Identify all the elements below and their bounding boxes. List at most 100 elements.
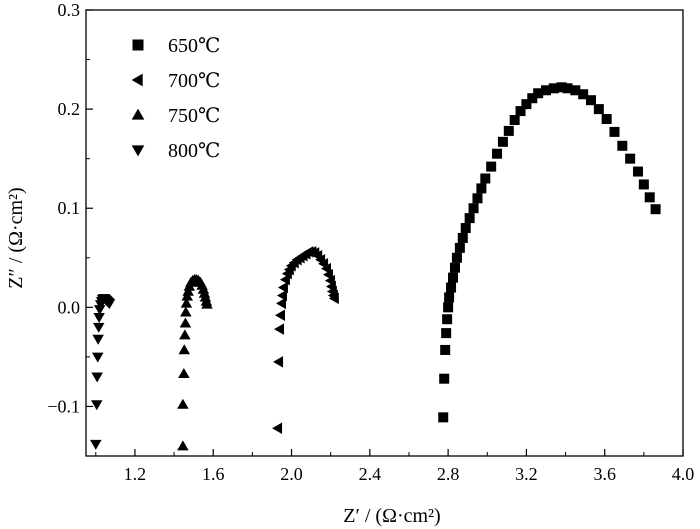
tick-marks bbox=[86, 9, 684, 456]
legend-item-700: 700℃ bbox=[131, 70, 220, 92]
data-point bbox=[274, 323, 285, 335]
y-tick-label: −0.1 bbox=[47, 396, 80, 416]
data-point bbox=[548, 83, 559, 94]
data-point bbox=[533, 88, 544, 99]
data-point bbox=[593, 104, 604, 115]
data-points bbox=[90, 82, 661, 451]
data-point bbox=[476, 183, 487, 194]
data-point bbox=[177, 398, 189, 409]
legend-label-750: 750℃ bbox=[168, 105, 220, 127]
data-point bbox=[480, 173, 491, 184]
data-point bbox=[644, 192, 655, 203]
data-point bbox=[601, 114, 612, 125]
data-point bbox=[609, 126, 620, 137]
legend: 650℃ 700℃ 750℃ 800℃ bbox=[131, 35, 220, 162]
legend-label-700: 700℃ bbox=[168, 70, 220, 92]
data-point bbox=[179, 317, 192, 328]
data-point bbox=[449, 262, 460, 273]
series-triangle-down bbox=[90, 294, 116, 450]
data-point bbox=[177, 440, 189, 451]
data-point bbox=[486, 161, 497, 172]
data-point bbox=[521, 99, 532, 110]
x-tick-label: 2.4 bbox=[359, 464, 382, 484]
data-point bbox=[457, 232, 468, 243]
x-tick-labels: 1.2 1.6 2.0 2.4 2.8 3.2 3.6 4.0 bbox=[124, 464, 695, 484]
legend-item-800: 800℃ bbox=[131, 140, 220, 162]
data-point bbox=[276, 289, 287, 302]
y-tick-label: 0.3 bbox=[58, 0, 81, 20]
data-point bbox=[443, 302, 454, 313]
data-point bbox=[509, 115, 520, 126]
data-point bbox=[454, 242, 465, 253]
data-point bbox=[562, 83, 573, 94]
data-point bbox=[527, 93, 538, 104]
y-tick-label: 0.0 bbox=[58, 297, 81, 317]
y-axis-label: Z″ / (Ω·cm²) bbox=[5, 187, 27, 288]
data-point bbox=[540, 85, 551, 96]
x-tick-label: 1.6 bbox=[202, 464, 225, 484]
data-point bbox=[180, 306, 192, 317]
data-point bbox=[578, 89, 589, 100]
legend-marker-triangle-down bbox=[131, 145, 145, 157]
x-tick-label: 1.2 bbox=[124, 464, 147, 484]
data-point bbox=[93, 305, 106, 316]
legend-marker bbox=[132, 39, 144, 51]
series-triangle-left bbox=[272, 246, 339, 434]
data-point bbox=[446, 282, 457, 293]
data-point bbox=[515, 106, 526, 117]
x-tick-label: 3.6 bbox=[593, 464, 616, 484]
y-tick-labels: −0.1 0.0 0.1 0.2 0.3 bbox=[47, 0, 80, 416]
data-point bbox=[328, 292, 339, 305]
data-point bbox=[273, 356, 284, 368]
data-point bbox=[272, 422, 283, 434]
data-point bbox=[180, 297, 193, 308]
series-square bbox=[438, 82, 661, 423]
data-point bbox=[472, 193, 483, 204]
legend-label-800: 800℃ bbox=[168, 140, 220, 162]
data-point bbox=[92, 322, 105, 333]
data-point bbox=[93, 312, 105, 323]
data-point bbox=[92, 334, 104, 345]
series-triangle-up bbox=[177, 273, 213, 451]
data-point bbox=[179, 329, 191, 340]
legend-marker bbox=[131, 108, 145, 120]
legend-marker-triangle-up bbox=[131, 108, 145, 120]
legend-item-750: 750℃ bbox=[131, 105, 220, 127]
data-point bbox=[201, 298, 213, 309]
data-point bbox=[570, 85, 581, 96]
legend-marker-square bbox=[132, 39, 144, 51]
data-point bbox=[460, 223, 471, 234]
data-point bbox=[451, 252, 462, 263]
data-point bbox=[650, 204, 661, 215]
y-tick-label: 0.1 bbox=[58, 198, 81, 218]
data-point bbox=[103, 299, 116, 310]
data-point bbox=[632, 166, 643, 177]
data-point bbox=[178, 344, 191, 355]
data-point bbox=[586, 95, 597, 106]
data-point bbox=[275, 297, 286, 310]
data-point bbox=[90, 439, 102, 450]
legend-marker bbox=[131, 73, 143, 87]
data-point bbox=[275, 309, 286, 322]
data-point bbox=[556, 82, 567, 93]
plot-frame bbox=[85, 9, 684, 457]
y-tick-label: 0.2 bbox=[58, 99, 81, 119]
data-point bbox=[464, 213, 475, 224]
data-point bbox=[438, 412, 449, 423]
data-point bbox=[492, 148, 503, 159]
data-point bbox=[439, 373, 450, 384]
data-point bbox=[440, 344, 451, 355]
data-point bbox=[448, 272, 459, 283]
legend-label-650: 650℃ bbox=[168, 35, 220, 57]
data-point bbox=[442, 314, 453, 325]
data-point bbox=[277, 281, 288, 294]
data-point bbox=[503, 125, 514, 136]
legend-marker bbox=[131, 145, 145, 157]
legend-item-650: 650℃ bbox=[132, 35, 220, 57]
data-point bbox=[178, 367, 190, 378]
x-tick-label: 2.8 bbox=[437, 464, 460, 484]
x-tick-label: 2.0 bbox=[280, 464, 303, 484]
data-point bbox=[91, 372, 103, 383]
data-point bbox=[468, 203, 479, 214]
